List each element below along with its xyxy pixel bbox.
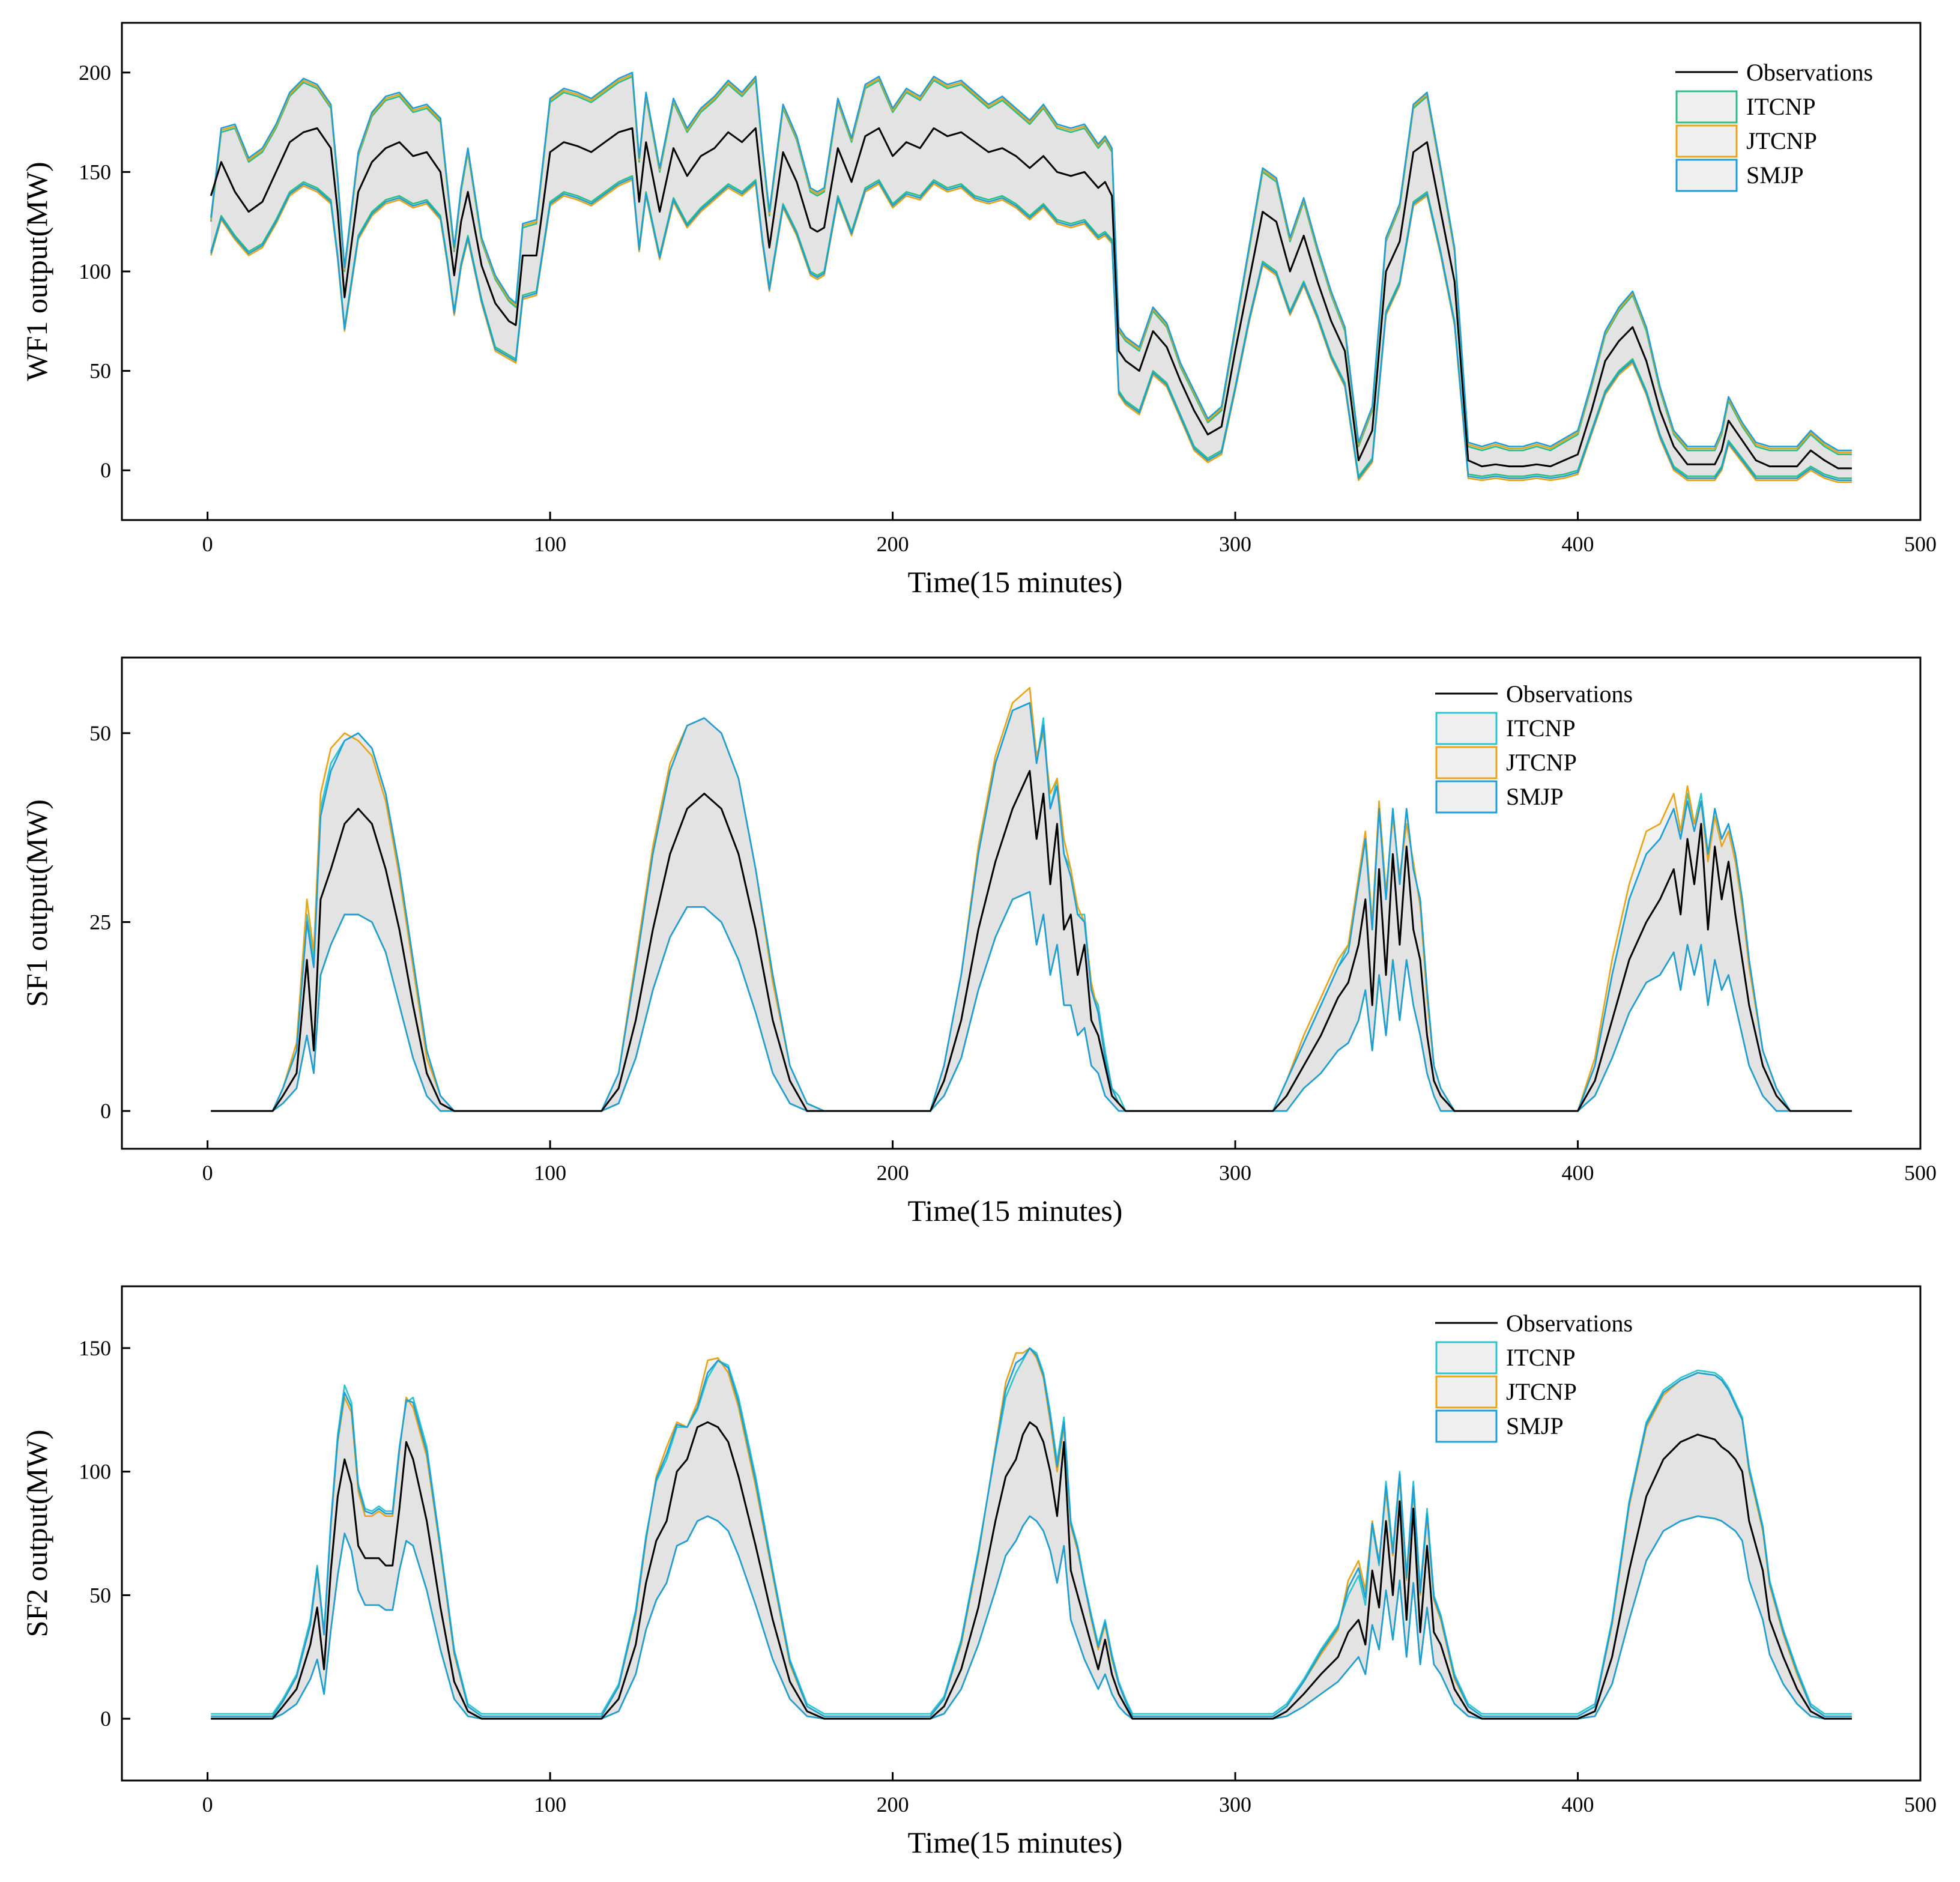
legend-swatch-itcnp <box>1435 1341 1498 1375</box>
legend: Observations ITCNP JTCNP SMJP <box>1675 59 1873 192</box>
band-itcnp <box>211 76 1852 479</box>
y-tick-label: 25 <box>89 910 111 934</box>
legend-label-itcnp: ITCNP <box>1746 93 1816 120</box>
y-tick-label: 150 <box>79 1336 111 1360</box>
legend: Observations ITCNP JTCNP SMJP <box>1435 680 1633 814</box>
y-tick-label: 150 <box>79 160 111 184</box>
plot-area <box>211 1347 1852 1720</box>
band-smjp <box>211 72 1852 480</box>
legend-swatch-smjp <box>1435 780 1498 814</box>
legend-swatch-itcnp <box>1675 90 1738 124</box>
panel-wf1: 0 100 200 300 400 500 0 50 100 150 200 Time(15 minu… <box>20 22 1937 599</box>
series-smjp-lower <box>211 1515 1852 1720</box>
legend-swatch-jtcnp <box>1675 124 1738 158</box>
panel-sf2: 0 100 200 300 400 500 0 50 100 150 Time(15 minutes… <box>20 1285 1937 1859</box>
series-smjp-upper <box>210 71 1852 452</box>
legend-label-jtcnp: JTCNP <box>1506 1378 1577 1405</box>
x-tick-label: 200 <box>877 1793 909 1817</box>
legend-label-itcnp: ITCNP <box>1506 715 1576 742</box>
plot-frame <box>121 656 1922 1150</box>
x-tick-label: 300 <box>1219 532 1251 556</box>
y-tick-label: 200 <box>79 61 111 85</box>
legend-swatch-itcnp <box>1435 712 1498 745</box>
y-axis-title: SF1 output(MW) <box>20 799 53 1007</box>
y-tick-label: 100 <box>79 1460 111 1484</box>
legend-swatch-jtcnp <box>1435 746 1498 779</box>
legend-label-observations: Observations <box>1506 1310 1633 1337</box>
series-smjp-lower <box>210 177 1852 482</box>
x-axis-title: Time(15 minutes) <box>908 565 1123 599</box>
x-tick-label: 400 <box>1562 1161 1594 1185</box>
y-axis-title: WF1 output(MW) <box>20 162 53 381</box>
plot-area <box>210 71 1852 483</box>
legend-label-smjp: SMJP <box>1506 1412 1564 1439</box>
y-tick-label: 0 <box>100 1099 111 1123</box>
x-tick-label: 0 <box>202 1161 213 1185</box>
series-observations <box>211 1421 1852 1720</box>
x-axis-title: Time(15 minutes) <box>908 1194 1123 1227</box>
legend-swatch-smjp <box>1675 159 1738 192</box>
x-tick-label: 400 <box>1562 1793 1594 1817</box>
x-tick-label: 400 <box>1562 532 1594 556</box>
legend: Observations ITCNP JTCNP SMJP <box>1435 1310 1633 1443</box>
legend-label-jtcnp: JTCNP <box>1506 749 1577 776</box>
x-tick-label: 300 <box>1219 1161 1251 1185</box>
legend-label-observations: Observations <box>1746 59 1873 86</box>
x-tick-label: 200 <box>877 1161 909 1185</box>
x-tick-label: 0 <box>202 532 213 556</box>
x-axis-title: Time(15 minutes) <box>908 1826 1123 1859</box>
y-tick-label: 100 <box>79 259 111 283</box>
legend-label-itcnp: ITCNP <box>1506 1344 1576 1371</box>
y-tick-label: 50 <box>89 1583 111 1607</box>
y-axis-title: SF2 output(MW) <box>20 1430 53 1638</box>
legend-swatch-smjp <box>1435 1409 1498 1443</box>
x-tick-label: 500 <box>1904 1161 1937 1185</box>
plot-frame <box>121 1285 1922 1782</box>
x-tick-label: 100 <box>534 1161 566 1185</box>
series-observations <box>211 770 1852 1112</box>
plot-area <box>211 687 1852 1112</box>
legend-swatch-jtcnp <box>1435 1375 1498 1409</box>
series-smjp-upper <box>211 1347 1852 1717</box>
legend-label-smjp: SMJP <box>1506 783 1564 810</box>
panel-sf1: 0 100 200 300 400 500 0 25 50 Time(15 minutes) SF1… <box>20 656 1937 1227</box>
y-tick-label: 0 <box>100 458 111 482</box>
x-tick-label: 500 <box>1904 532 1937 556</box>
x-tick-label: 0 <box>202 1793 213 1817</box>
x-tick-label: 500 <box>1904 1793 1937 1817</box>
y-tick-label: 0 <box>100 1707 111 1731</box>
legend-label-observations: Observations <box>1506 680 1633 707</box>
x-tick-label: 100 <box>534 1793 566 1817</box>
x-tick-label: 300 <box>1219 1793 1251 1817</box>
series-observations <box>210 127 1852 470</box>
y-tick-label: 50 <box>89 359 111 383</box>
legend-label-jtcnp: JTCNP <box>1746 127 1817 154</box>
y-tick-label: 50 <box>89 721 111 745</box>
legend-label-smjp: SMJP <box>1746 162 1804 189</box>
x-tick-label: 100 <box>534 532 566 556</box>
x-tick-label: 200 <box>877 532 909 556</box>
